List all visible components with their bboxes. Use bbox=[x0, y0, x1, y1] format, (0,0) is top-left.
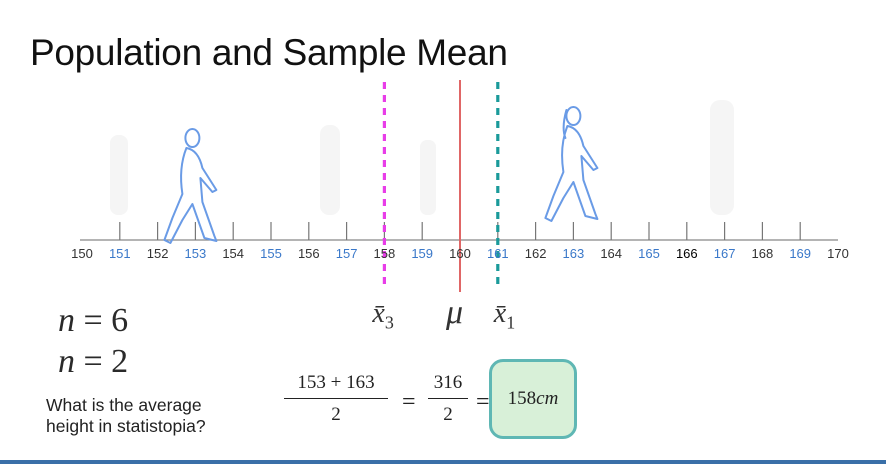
n-variable: n bbox=[58, 343, 75, 380]
tick-label: 160 bbox=[449, 246, 471, 261]
tick-label: 155 bbox=[260, 246, 282, 261]
slide-title: Population and Sample Mean bbox=[30, 32, 508, 73]
tick-label: 164 bbox=[600, 246, 623, 261]
x-bar-subscript: 3 bbox=[384, 312, 394, 333]
tick-label: 151 bbox=[108, 246, 131, 261]
tick-label: 150 bbox=[71, 246, 93, 261]
fraction-numerator: 316 bbox=[433, 372, 463, 393]
tick-label: 162 bbox=[524, 246, 547, 261]
tick-label: 154 bbox=[222, 246, 245, 261]
fraction-bar bbox=[428, 398, 468, 399]
question-line-1: What is the average bbox=[46, 395, 202, 415]
woman-figure bbox=[544, 106, 599, 222]
tick-label: 161 bbox=[486, 246, 509, 261]
tick-label: 167 bbox=[713, 246, 736, 261]
tick-label: 153 bbox=[184, 246, 207, 261]
fraction-total: 316 2 bbox=[428, 372, 468, 426]
faint-figure bbox=[420, 140, 436, 215]
equation-n-6: n = 6 bbox=[58, 302, 128, 340]
man-figure bbox=[163, 128, 218, 244]
bottom-accent-bar bbox=[0, 460, 886, 464]
mean-markers bbox=[382, 80, 500, 292]
result-unit: cm bbox=[536, 388, 559, 409]
tick-label: 170 bbox=[827, 246, 849, 261]
faint-figure bbox=[320, 125, 340, 215]
fraction-numerator: 153 + 163 bbox=[297, 372, 375, 393]
n-variable: n bbox=[58, 302, 75, 339]
tick-label: 168 bbox=[751, 246, 774, 261]
tick-label: 165 bbox=[638, 246, 660, 261]
background-figures bbox=[110, 100, 734, 215]
tick-marks bbox=[119, 222, 801, 240]
x-bar-base: x̄ bbox=[493, 298, 507, 329]
question-line-2: height in statistopia? bbox=[46, 416, 206, 436]
tick-label: 158 bbox=[373, 246, 396, 261]
x-bar-1-symbol: x̄1 bbox=[494, 298, 515, 334]
result-value: 158 bbox=[507, 388, 537, 409]
fraction-denominator: 2 bbox=[331, 404, 341, 425]
tick-label: 169 bbox=[789, 246, 812, 261]
tick-label: 157 bbox=[335, 246, 358, 261]
n-value: = 2 bbox=[83, 343, 129, 380]
x-bar-3-symbol: x̄3 bbox=[372, 298, 393, 334]
tick-label: 152 bbox=[146, 246, 169, 261]
fraction-sum: 153 + 163 2 bbox=[284, 372, 388, 426]
tick-label: 156 bbox=[297, 246, 320, 261]
tick-label: 159 bbox=[411, 246, 434, 261]
equals-sign: = bbox=[476, 389, 490, 415]
n-value: = 6 bbox=[83, 302, 129, 339]
equation-n-2: n = 2 bbox=[58, 343, 128, 381]
fraction-bar bbox=[284, 398, 388, 399]
x-bar-subscript: 1 bbox=[506, 312, 516, 333]
fraction-denominator: 2 bbox=[443, 404, 453, 425]
x-bar-base: x̄ bbox=[372, 298, 385, 329]
mu-symbol: μ bbox=[446, 294, 463, 332]
faint-figure bbox=[110, 135, 128, 215]
equals-sign: = bbox=[402, 389, 416, 415]
question-text: What is the average height in statistopi… bbox=[46, 395, 206, 437]
tick-label: 163 bbox=[562, 246, 585, 261]
result-box: 158 cm bbox=[489, 359, 577, 439]
faint-figure bbox=[710, 100, 734, 215]
walking-figures bbox=[163, 106, 599, 244]
tick-label: 166 bbox=[675, 246, 698, 261]
mu-text: μ bbox=[446, 294, 464, 331]
